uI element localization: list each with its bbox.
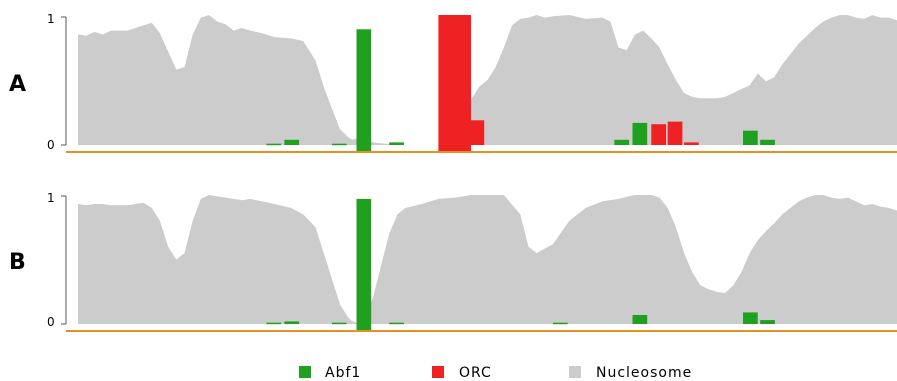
legend-swatch-abf1 xyxy=(299,366,311,378)
legend-label-orc: ORC xyxy=(459,365,492,381)
legend-swatch-nucleosome xyxy=(569,366,581,378)
bar-orc xyxy=(469,120,485,145)
bar-abf1 xyxy=(632,122,648,145)
legend-swatch-orc xyxy=(432,366,444,378)
bar-abf1 xyxy=(331,143,347,146)
panel-a-nucleosome-layer xyxy=(78,15,897,145)
bar-abf1 xyxy=(743,312,758,324)
bar-abf1 xyxy=(389,142,404,145)
bar-abf1 xyxy=(356,198,372,332)
panel-a: A 1 0 xyxy=(9,12,897,153)
panel-b: B 1 0 xyxy=(9,191,897,332)
panel-b-axis xyxy=(61,195,897,332)
bar-abf1 xyxy=(743,130,758,145)
legend-label-abf1: Abf1 xyxy=(325,365,361,381)
bar-orc xyxy=(651,124,666,145)
bar-orc xyxy=(684,142,699,145)
bar-orc xyxy=(667,121,683,145)
panel-b-bar-layer xyxy=(266,198,775,332)
bar-abf1 xyxy=(614,139,630,145)
bar-abf1 xyxy=(760,139,775,145)
panel-b-label: B xyxy=(9,250,26,275)
bar-abf1 xyxy=(356,29,372,153)
bar-abf1 xyxy=(266,143,282,146)
panel-a-axis xyxy=(61,16,897,153)
bar-orc xyxy=(438,15,472,153)
panel-a-ytick-0: 0 xyxy=(47,138,55,152)
legend-label-nucleosome: Nucleosome xyxy=(596,365,692,381)
panel-b-ytick-0: 0 xyxy=(47,315,55,329)
nucleosome-area xyxy=(78,195,897,324)
bar-abf1 xyxy=(266,322,282,325)
bar-abf1 xyxy=(284,321,300,324)
panel-b-ytick-1: 1 xyxy=(47,191,55,205)
bar-abf1 xyxy=(284,139,300,145)
nucleosome-area xyxy=(78,15,897,145)
panel-a-bar-layer xyxy=(266,15,775,153)
bar-abf1 xyxy=(389,322,404,325)
panel-a-ytick-1: 1 xyxy=(47,12,55,26)
legend: Abf1 ORC Nucleosome xyxy=(299,365,692,381)
panel-b-nucleosome-layer xyxy=(78,195,897,324)
bar-abf1 xyxy=(553,322,568,325)
bar-abf1 xyxy=(632,315,648,324)
bar-abf1 xyxy=(760,320,775,324)
bar-abf1 xyxy=(331,322,347,325)
panel-a-label: A xyxy=(9,72,26,97)
